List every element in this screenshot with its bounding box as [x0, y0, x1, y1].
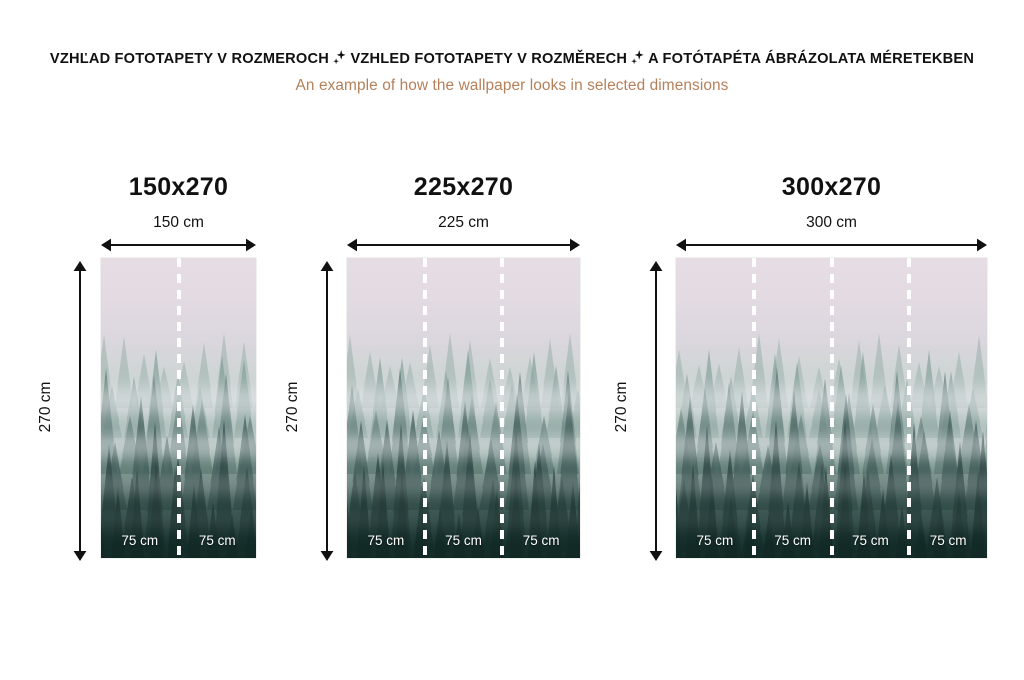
- sparkle-icon: [333, 50, 346, 65]
- page-title: VZHĽAD FOTOTAPETY V ROZMEROCH VZHLED FOT…: [0, 50, 1024, 68]
- strip-width-label: 75 cm: [367, 533, 405, 548]
- header: VZHĽAD FOTOTAPETY V ROZMEROCH VZHLED FOT…: [0, 50, 1024, 95]
- strip-width-label: 75 cm: [121, 533, 159, 548]
- height-dimension-arrow: [649, 258, 663, 561]
- arrow-shaft: [79, 265, 82, 551]
- panel-width-label: 300 cm: [806, 214, 857, 231]
- title-segment-hu: A FOTÓTAPÉTA ÁBRÁZOLATA MÉRETEKBEN: [648, 51, 975, 67]
- page-subtitle: An example of how the wallpaper looks in…: [295, 77, 729, 94]
- strip-width-label: 75 cm: [851, 533, 889, 548]
- arrow-head-right-icon: [570, 238, 580, 252]
- arrow-head-down-icon: [649, 548, 663, 561]
- strip-width-label: 75 cm: [696, 533, 734, 548]
- sparkle-icon: [631, 50, 644, 65]
- panel-size-title: 150x270: [128, 173, 229, 201]
- arrow-shaft: [108, 244, 249, 247]
- height-dimension-arrow: [320, 258, 334, 561]
- arrow-head-left-icon: [101, 238, 111, 252]
- arrow-shaft: [326, 265, 329, 551]
- strip-width-label: 75 cm: [929, 533, 967, 548]
- strip-divider: [751, 258, 756, 558]
- panel-size-title: 225x270: [413, 173, 514, 201]
- wallpaper-preview: 75 cm 75 cm: [101, 258, 256, 558]
- arrow-head-down-icon: [73, 548, 87, 561]
- strip-divider: [829, 258, 834, 558]
- panel-width-label: 150 cm: [153, 214, 204, 231]
- strip-width-label: 75 cm: [522, 533, 560, 548]
- arrow-head-up-icon: [73, 258, 87, 271]
- artwork-bottom-vignette: [347, 456, 580, 558]
- width-dimension-arrow: [676, 238, 987, 252]
- arrow-head-left-icon: [347, 238, 357, 252]
- wallpaper-preview: 75 cm 75 cm 75 cm 75 cm: [676, 258, 987, 558]
- strip-width-label: 75 cm: [445, 533, 482, 548]
- strip-divider: [422, 258, 427, 558]
- arrow-head-down-icon: [320, 548, 334, 561]
- panel-width-label: 225 cm: [438, 214, 489, 231]
- arrow-shaft: [655, 265, 658, 551]
- strip-width-label: 75 cm: [198, 533, 236, 548]
- panel-height-label: 270 cm: [613, 381, 630, 433]
- arrow-head-left-icon: [676, 238, 686, 252]
- strip-divider: [907, 258, 912, 558]
- arrow-head-right-icon: [246, 238, 256, 252]
- strip-width-label: 75 cm: [774, 533, 811, 548]
- width-dimension-arrow: [347, 238, 580, 252]
- strip-divider: [500, 258, 505, 558]
- artwork-fog-band: [347, 378, 580, 426]
- wallpaper-preview: 75 cm 75 cm 75 cm: [347, 258, 580, 558]
- title-segment-cs: VZHLED FOTOTAPETY V ROZMĚRECH: [350, 51, 628, 67]
- width-dimension-arrow: [101, 238, 256, 252]
- title-segment-sk: VZHĽAD FOTOTAPETY V ROZMEROCH: [49, 51, 329, 67]
- panel-size-title: 300x270: [781, 173, 882, 201]
- arrow-head-right-icon: [977, 238, 987, 252]
- arrow-shaft: [354, 244, 573, 247]
- strip-divider: [176, 258, 181, 558]
- height-dimension-arrow: [73, 258, 87, 561]
- arrow-head-up-icon: [649, 258, 663, 271]
- arrow-head-up-icon: [320, 258, 334, 271]
- arrow-shaft: [683, 244, 980, 247]
